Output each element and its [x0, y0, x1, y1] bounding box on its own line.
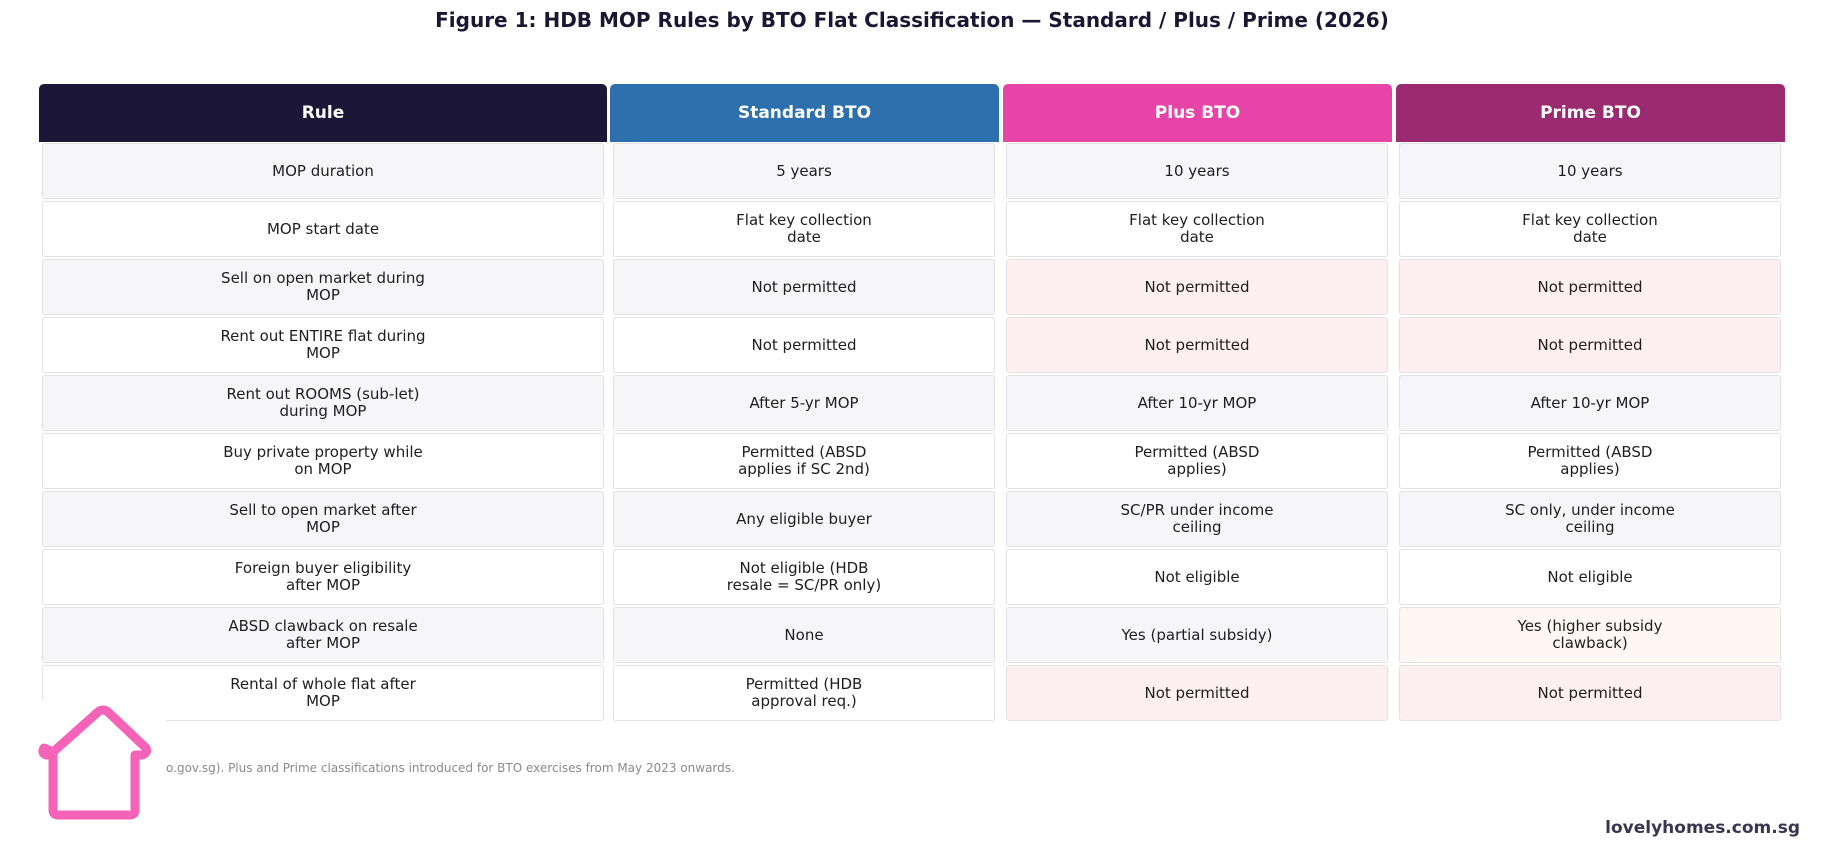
header-plus-bto: Plus BTO	[1003, 84, 1392, 142]
cell-rule: Sell on open market during MOP	[42, 259, 604, 315]
cell-prime: Yes (higher subsidy clawback)	[1399, 607, 1781, 663]
mop-rules-table: Rule Standard BTO Plus BTO Prime BTO MOP…	[39, 84, 1785, 722]
page-title: Figure 1: HDB MOP Rules by BTO Flat Clas…	[435, 8, 1389, 32]
cell-rule: Rent out ROOMS (sub-let) during MOP	[42, 375, 604, 431]
cell-prime: SC only, under income ceiling	[1399, 491, 1781, 547]
table-row: Rental of whole flat after MOP Permitted …	[39, 664, 1785, 722]
source-footnote: o.gov.sg). Plus and Prime classification…	[166, 761, 735, 775]
table-header-row: Rule Standard BTO Plus BTO Prime BTO	[39, 84, 1785, 142]
cell-rule: Buy private property while on MOP	[42, 433, 604, 489]
table-row: Sell to open market after MOP Any eligibl…	[39, 490, 1785, 548]
cell-standard: 5 years	[613, 143, 995, 199]
logo	[38, 700, 166, 828]
cell-standard: Any eligible buyer	[613, 491, 995, 547]
cell-prime: After 10-yr MOP	[1399, 375, 1781, 431]
table-row: Rent out ENTIRE flat during MOP Not permi…	[39, 316, 1785, 374]
cell-prime: 10 years	[1399, 143, 1781, 199]
cell-rule: Rent out ENTIRE flat during MOP	[42, 317, 604, 373]
cell-standard: After 5-yr MOP	[613, 375, 995, 431]
cell-plus: SC/PR under income ceiling	[1006, 491, 1388, 547]
cell-standard: Permitted (ABSD applies if SC 2nd)	[613, 433, 995, 489]
cell-plus: Not permitted	[1006, 259, 1388, 315]
cell-standard: Not permitted	[613, 317, 995, 373]
header-rule: Rule	[39, 84, 607, 142]
cell-plus: 10 years	[1006, 143, 1388, 199]
cell-plus: Not eligible	[1006, 549, 1388, 605]
table-row: MOP start date Flat key collection date Fl…	[39, 200, 1785, 258]
brand-watermark: lovelyhomes.com.sg	[1605, 818, 1800, 838]
cell-rule: ABSD clawback on resale after MOP	[42, 607, 604, 663]
cell-prime: Not eligible	[1399, 549, 1781, 605]
table-row: ABSD clawback on resale after MOP None Yes…	[39, 606, 1785, 664]
cell-prime: Not permitted	[1399, 665, 1781, 721]
cell-plus: Not permitted	[1006, 665, 1388, 721]
cell-prime: Flat key collection date	[1399, 201, 1781, 257]
table-row: Foreign buyer eligibility after MOP Not e…	[39, 548, 1785, 606]
cell-plus: Flat key collection date	[1006, 201, 1388, 257]
header-standard-bto: Standard BTO	[610, 84, 999, 142]
cell-standard: Not eligible (HDB resale = SC/PR only)	[613, 549, 995, 605]
table-body: MOP duration 5 years 10 years 10 years MOP s…	[39, 142, 1785, 722]
cell-rule: MOP duration	[42, 143, 604, 199]
cell-prime: Not permitted	[1399, 259, 1781, 315]
cell-plus: Yes (partial subsidy)	[1006, 607, 1388, 663]
cell-standard: Not permitted	[613, 259, 995, 315]
header-prime-bto: Prime BTO	[1396, 84, 1785, 142]
cell-standard: Flat key collection date	[613, 201, 995, 257]
table-row: MOP duration 5 years 10 years 10 years	[39, 142, 1785, 200]
cell-prime: Permitted (ABSD applies)	[1399, 433, 1781, 489]
cell-plus: After 10-yr MOP	[1006, 375, 1388, 431]
cell-plus: Not permitted	[1006, 317, 1388, 373]
cell-plus: Permitted (ABSD applies)	[1006, 433, 1388, 489]
cell-rule: Sell to open market after MOP	[42, 491, 604, 547]
cell-rule: MOP start date	[42, 201, 604, 257]
cell-standard: Permitted (HDB approval req.)	[613, 665, 995, 721]
house-outline-icon	[38, 705, 151, 820]
table-row: Sell on open market during MOP Not permit…	[39, 258, 1785, 316]
cell-rule: Foreign buyer eligibility after MOP	[42, 549, 604, 605]
table-row: Buy private property while on MOP Permitt…	[39, 432, 1785, 490]
table-row: Rent out ROOMS (sub-let) during MOP After…	[39, 374, 1785, 432]
cell-prime: Not permitted	[1399, 317, 1781, 373]
cell-standard: None	[613, 607, 995, 663]
